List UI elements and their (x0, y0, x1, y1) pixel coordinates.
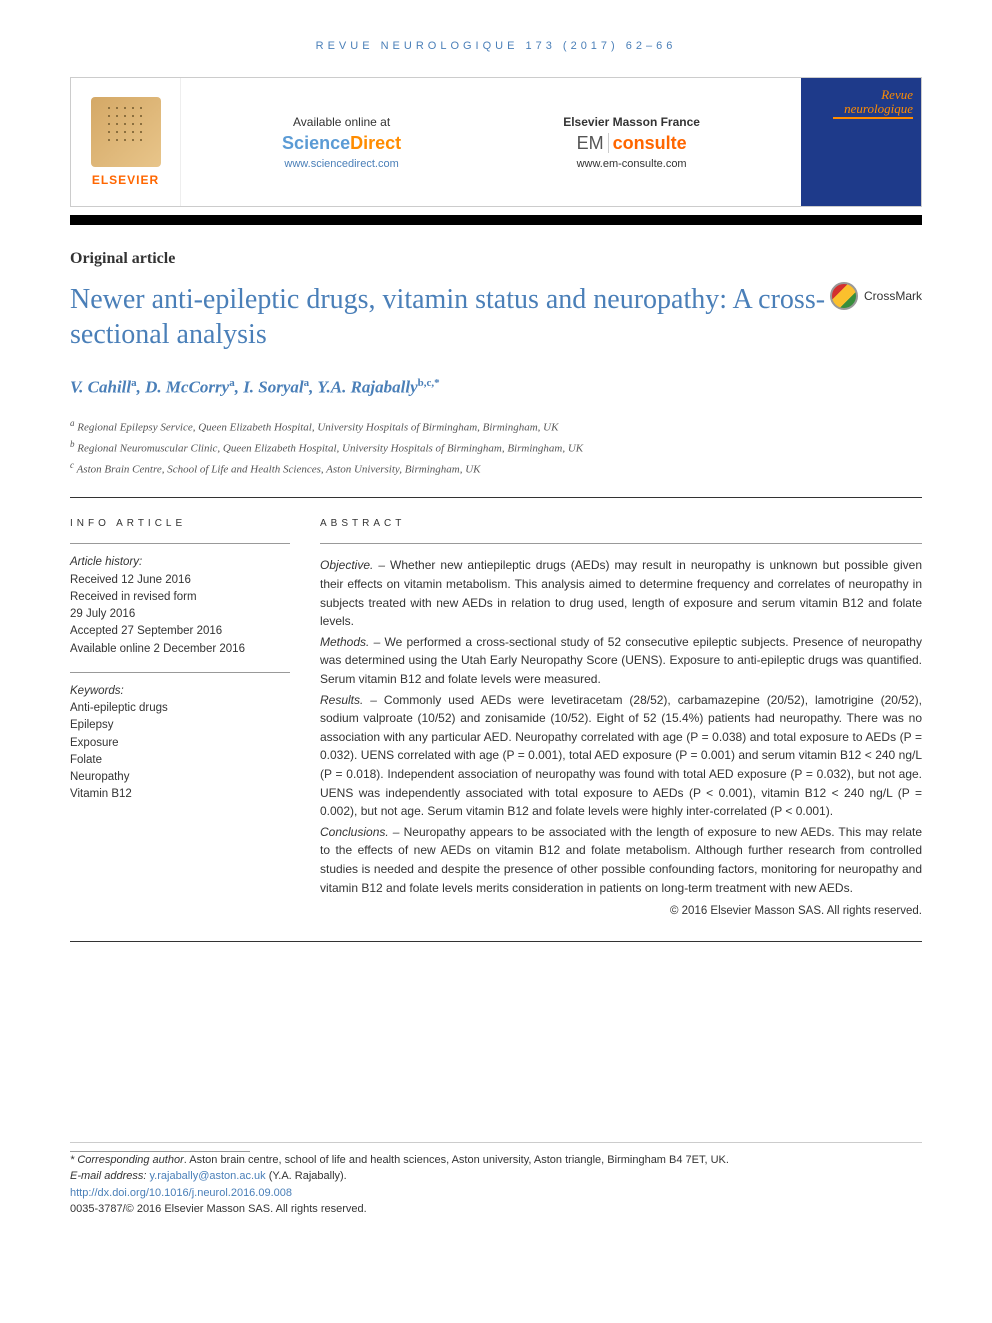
history-online: Available online 2 December 2016 (70, 641, 290, 658)
emconsulte-block[interactable]: Elsevier Masson France EMconsulte www.em… (563, 115, 700, 170)
history-received: Received 12 June 2016 (70, 572, 290, 589)
email-label: E-mail address: (70, 1170, 146, 1182)
author-1-aff: a (131, 377, 137, 389)
crossmark-badge[interactable]: CrossMark (830, 282, 922, 310)
title-row: Newer anti-epileptic drugs, vitamin stat… (70, 282, 922, 377)
available-online-label: Available online at (282, 115, 401, 129)
crossmark-icon (830, 282, 858, 310)
author-4-aff: b,c,* (418, 377, 440, 389)
affiliation-c: c Aston Brain Centre, School of Life and… (70, 458, 922, 479)
keyword-item: Epilepsy (70, 717, 290, 734)
sciencedirect-logo: ScienceDirect (282, 133, 401, 154)
masson-label: Elsevier Masson France (563, 115, 700, 129)
info-heading: INFO ARTICLE (70, 518, 290, 529)
banner-center: Available online at ScienceDirect www.sc… (181, 105, 801, 180)
journal-running-header: REVUE NEUROLOGIQUE 173 (2017) 62–66 (70, 40, 922, 52)
elsevier-tree-icon (91, 97, 161, 167)
sd-science: Science (282, 133, 350, 153)
info-abstract-row: INFO ARTICLE Article history: Received 1… (70, 518, 922, 942)
abstract-column: ABSTRACT Objective. – Whether new antiep… (320, 518, 922, 921)
keyword-item: Exposure (70, 735, 290, 752)
history-revised-2: 29 July 2016 (70, 606, 290, 623)
corresponding-email[interactable]: y.rajabally@aston.ac.uk (149, 1170, 265, 1182)
abstract-results-label: Results. – (320, 693, 377, 707)
keyword-item: Neuropathy (70, 769, 290, 786)
article-type: Original article (70, 250, 922, 268)
author-2-aff: a (229, 377, 235, 389)
abstract-objective: Whether new antiepileptic drugs (AEDs) m… (320, 558, 922, 628)
cover-line1: Revue (881, 87, 913, 102)
email-name: (Y.A. Rajabally). (269, 1170, 347, 1182)
issn-copyright: 0035-3787/© 2016 Elsevier Masson SAS. Al… (70, 1201, 922, 1218)
author-4[interactable]: Y.A. Rajabally (317, 378, 417, 397)
sciencedirect-block[interactable]: Available online at ScienceDirect www.sc… (282, 115, 401, 170)
article-title: Newer anti-epileptic drugs, vitamin stat… (70, 282, 830, 352)
emconsulte-logo: EMconsulte (563, 133, 700, 154)
sd-direct: Direct (350, 133, 401, 153)
corresponding-author: * Corresponding author. Aston brain cent… (70, 1152, 922, 1169)
author-2[interactable]: D. McCorry (145, 378, 229, 397)
doi-link[interactable]: http://dx.doi.org/10.1016/j.neurol.2016.… (70, 1185, 922, 1202)
abstract-objective-label: Objective. – (320, 558, 385, 572)
email-line: E-mail address: y.rajabally@aston.ac.uk … (70, 1168, 922, 1185)
crossmark-label: CrossMark (864, 289, 922, 303)
corr-label: * Corresponding author (70, 1154, 184, 1166)
corr-text: . Aston brain centre, school of life and… (184, 1154, 729, 1166)
history-label: Article history: (70, 554, 290, 571)
journal-cover-thumbnail[interactable]: Revue neurologique (801, 78, 921, 206)
abstract-conclusions-label: Conclusions. – (320, 825, 400, 839)
article-info-column: INFO ARTICLE Article history: Received 1… (70, 518, 290, 921)
keyword-item: Folate (70, 752, 290, 769)
publisher-banner: ELSEVIER Available online at ScienceDire… (70, 77, 922, 207)
affiliation-b: b Regional Neuromuscular Clinic, Queen E… (70, 437, 922, 458)
abstract-heading: ABSTRACT (320, 518, 922, 529)
abstract-methods: We performed a cross-sectional study of … (320, 635, 922, 686)
separator-bar (70, 215, 922, 225)
cover-line2: neurologique (844, 101, 913, 116)
keywords-block: Keywords: Anti-epileptic drugs Epilepsy … (70, 672, 290, 804)
author-list: V. Cahilla, D. McCorrya, I. Soryala, Y.A… (70, 377, 922, 398)
article-history: Article history: Received 12 June 2016 R… (70, 543, 290, 658)
keywords-label: Keywords: (70, 683, 290, 700)
abstract-methods-label: Methods. – (320, 635, 380, 649)
author-3[interactable]: I. Soryal (243, 378, 303, 397)
page-footer: * Corresponding author. Aston brain cent… (70, 1142, 922, 1218)
affiliation-a: a Regional Epilepsy Service, Queen Eliza… (70, 416, 922, 437)
affiliations: a Regional Epilepsy Service, Queen Eliza… (70, 416, 922, 499)
em-prefix: EM (577, 133, 609, 153)
abstract-body: Objective. – Whether new antiepileptic d… (320, 543, 922, 921)
history-revised-1: Received in revised form (70, 589, 290, 606)
history-accepted: Accepted 27 September 2016 (70, 623, 290, 640)
elsevier-logo[interactable]: ELSEVIER (71, 78, 181, 206)
abstract-results: Commonly used AEDs were levetiracetam (2… (320, 693, 922, 819)
sciencedirect-url[interactable]: www.sciencedirect.com (282, 158, 401, 170)
cover-underline (833, 117, 913, 119)
consulte-text: consulte (613, 133, 687, 153)
keyword-item: Anti-epileptic drugs (70, 700, 290, 717)
abstract-copyright: © 2016 Elsevier Masson SAS. All rights r… (320, 903, 922, 921)
abstract-conclusions: Neuropathy appears to be associated with… (320, 825, 922, 895)
journal-cover-title: Revue neurologique (833, 88, 913, 119)
elsevier-label: ELSEVIER (92, 173, 159, 187)
author-3-aff: a (304, 377, 310, 389)
keyword-item: Vitamin B12 (70, 786, 290, 803)
emconsulte-url[interactable]: www.em-consulte.com (563, 158, 700, 170)
author-1[interactable]: V. Cahill (70, 378, 131, 397)
